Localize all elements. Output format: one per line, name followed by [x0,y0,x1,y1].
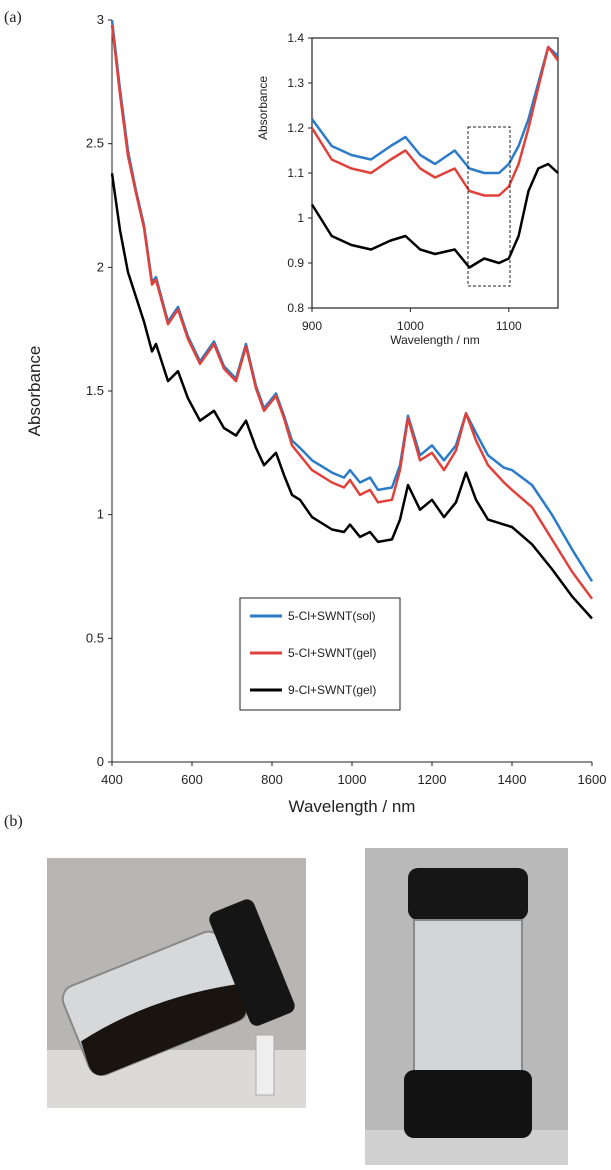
x-tick-label: 1200 [418,772,447,787]
legend-label: 9-Cl+SWNT(gel) [288,683,376,697]
x-axis-label: Wavelength / nm [390,333,480,347]
y-tick-label: 0.9 [287,256,304,270]
y-tick-label: 1.2 [287,121,304,135]
highlight-box [467,126,511,287]
x-tick-label: 900 [302,319,322,333]
y-tick-label: 2.5 [86,136,104,151]
y-tick-label: 1.5 [86,383,104,398]
y-axis-label: Absorbance [256,76,270,140]
x-axis-label: Wavelength / nm [289,797,416,816]
y-axis-label: Absorbance [25,346,44,437]
x-tick-label: 1000 [397,319,424,333]
photo-tilted-vial [47,858,306,1108]
y-tick-label: 1 [297,211,304,225]
y-tick-label: 0.8 [287,301,304,315]
x-tick-label: 1000 [338,772,367,787]
y-tick-label: 1 [97,507,104,522]
inset-frame [311,37,559,309]
legend-label: 5-Cl+SWNT(sol) [288,609,376,623]
x-tick-label: 1400 [498,772,527,787]
y-tick-label: 1.3 [287,76,304,90]
y-tick-label: 0.5 [86,630,104,645]
x-tick-label: 600 [181,772,203,787]
photo-upright-vial [365,848,568,1165]
panel-label: (b) [4,813,23,830]
x-tick-label: 800 [261,772,283,787]
series-line [110,19,594,583]
y-tick-label: 0 [97,754,104,769]
y-tick-label: 1.1 [287,166,304,180]
panel-label: (a) [4,9,22,26]
x-tick-label: 400 [101,772,123,787]
series-line [110,24,594,600]
series-line [310,45,560,197]
x-tick-label: 1100 [496,319,522,333]
series-line [110,173,593,620]
x-tick-label: 1600 [578,772,607,787]
series-line [310,45,559,175]
y-tick-label: 2 [97,259,104,274]
series-line [310,162,559,269]
y-tick-label: 1.4 [287,31,304,45]
legend-label: 5-Cl+SWNT(gel) [288,646,376,660]
y-tick-label: 3 [97,12,104,27]
